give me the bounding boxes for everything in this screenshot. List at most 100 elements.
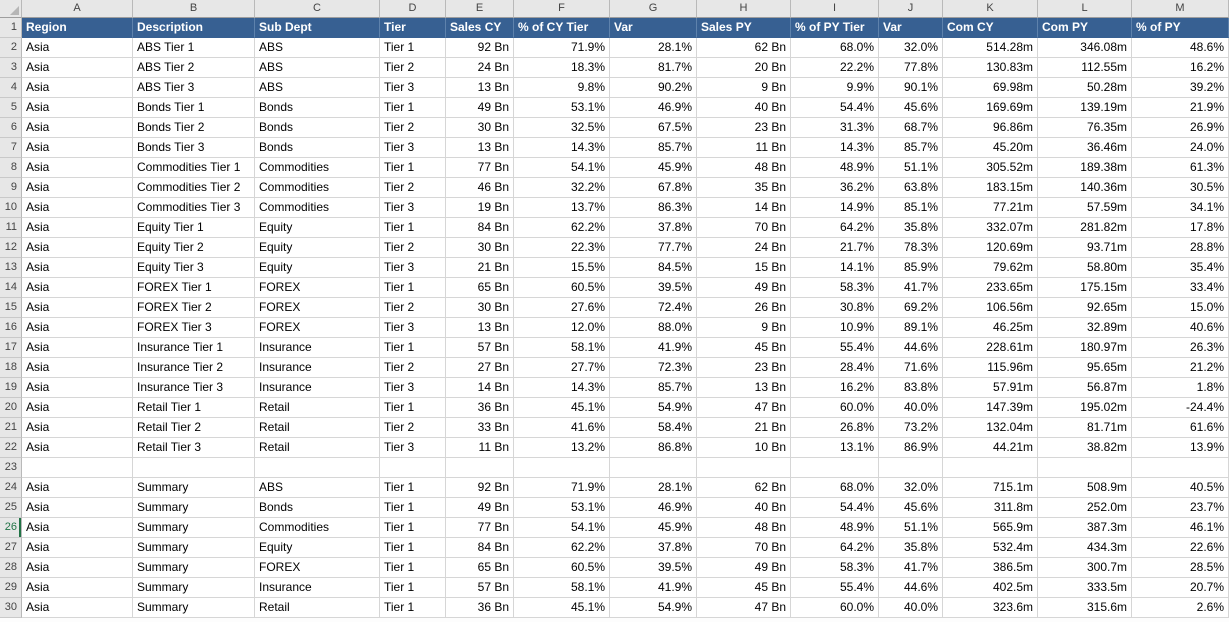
cell-d25[interactable]: Tier 1 (380, 498, 446, 518)
cell-k4[interactable]: 69.98m (943, 78, 1038, 98)
cell-l24[interactable]: 508.9m (1038, 478, 1132, 498)
row-header-2[interactable]: 2 (0, 38, 22, 58)
cell-j8[interactable]: 51.1% (879, 158, 943, 178)
row-header-14[interactable]: 14 (0, 278, 22, 298)
cell-g29[interactable]: 41.9% (610, 578, 697, 598)
cell-j29[interactable]: 44.6% (879, 578, 943, 598)
cell-m13[interactable]: 35.4% (1132, 258, 1229, 278)
column-title-i[interactable]: % of PY Tier (791, 18, 879, 38)
column-header-f[interactable]: F (514, 0, 610, 18)
cell-h13[interactable]: 15 Bn (697, 258, 791, 278)
cell-i2[interactable]: 68.0% (791, 38, 879, 58)
cell-e18[interactable]: 27 Bn (446, 358, 514, 378)
cell-i8[interactable]: 48.9% (791, 158, 879, 178)
cell-f12[interactable]: 22.3% (514, 238, 610, 258)
cell-d19[interactable]: Tier 3 (380, 378, 446, 398)
cell-i22[interactable]: 13.1% (791, 438, 879, 458)
cell-d14[interactable]: Tier 1 (380, 278, 446, 298)
column-header-j[interactable]: J (879, 0, 943, 18)
cell-b13[interactable]: Equity Tier 3 (133, 258, 255, 278)
cell-a6[interactable]: Asia (22, 118, 133, 138)
cell-d15[interactable]: Tier 2 (380, 298, 446, 318)
cell-b14[interactable]: FOREX Tier 1 (133, 278, 255, 298)
cell-d23[interactable] (380, 458, 446, 478)
cell-l5[interactable]: 139.19m (1038, 98, 1132, 118)
cell-m16[interactable]: 40.6% (1132, 318, 1229, 338)
cell-c5[interactable]: Bonds (255, 98, 380, 118)
cell-k27[interactable]: 532.4m (943, 538, 1038, 558)
cell-a8[interactable]: Asia (22, 158, 133, 178)
cell-f2[interactable]: 71.9% (514, 38, 610, 58)
cell-m8[interactable]: 61.3% (1132, 158, 1229, 178)
cell-i14[interactable]: 58.3% (791, 278, 879, 298)
cell-m29[interactable]: 20.7% (1132, 578, 1229, 598)
cell-k28[interactable]: 386.5m (943, 558, 1038, 578)
cell-a3[interactable]: Asia (22, 58, 133, 78)
cell-f21[interactable]: 41.6% (514, 418, 610, 438)
cell-g23[interactable] (610, 458, 697, 478)
cell-l4[interactable]: 50.28m (1038, 78, 1132, 98)
cell-k11[interactable]: 332.07m (943, 218, 1038, 238)
cell-c7[interactable]: Bonds (255, 138, 380, 158)
cell-i27[interactable]: 64.2% (791, 538, 879, 558)
cell-m12[interactable]: 28.8% (1132, 238, 1229, 258)
cell-g26[interactable]: 45.9% (610, 518, 697, 538)
cell-i18[interactable]: 28.4% (791, 358, 879, 378)
cell-i5[interactable]: 54.4% (791, 98, 879, 118)
cell-j10[interactable]: 85.1% (879, 198, 943, 218)
row-header-15[interactable]: 15 (0, 298, 22, 318)
cell-m2[interactable]: 48.6% (1132, 38, 1229, 58)
cell-c16[interactable]: FOREX (255, 318, 380, 338)
cell-h21[interactable]: 21 Bn (697, 418, 791, 438)
cell-f27[interactable]: 62.2% (514, 538, 610, 558)
cell-f18[interactable]: 27.7% (514, 358, 610, 378)
cell-g16[interactable]: 88.0% (610, 318, 697, 338)
cell-i10[interactable]: 14.9% (791, 198, 879, 218)
row-header-25[interactable]: 25 (0, 498, 22, 518)
cell-k23[interactable] (943, 458, 1038, 478)
cell-a21[interactable]: Asia (22, 418, 133, 438)
cell-d21[interactable]: Tier 2 (380, 418, 446, 438)
cell-d12[interactable]: Tier 2 (380, 238, 446, 258)
cell-k29[interactable]: 402.5m (943, 578, 1038, 598)
cell-g19[interactable]: 85.7% (610, 378, 697, 398)
cell-g13[interactable]: 84.5% (610, 258, 697, 278)
cell-j9[interactable]: 63.8% (879, 178, 943, 198)
cell-f9[interactable]: 32.2% (514, 178, 610, 198)
row-header-16[interactable]: 16 (0, 318, 22, 338)
cell-h14[interactable]: 49 Bn (697, 278, 791, 298)
cell-b2[interactable]: ABS Tier 1 (133, 38, 255, 58)
cell-m27[interactable]: 22.6% (1132, 538, 1229, 558)
cell-c9[interactable]: Commodities (255, 178, 380, 198)
row-header-27[interactable]: 27 (0, 538, 22, 558)
cell-f23[interactable] (514, 458, 610, 478)
cell-g3[interactable]: 81.7% (610, 58, 697, 78)
cell-d24[interactable]: Tier 1 (380, 478, 446, 498)
cell-e16[interactable]: 13 Bn (446, 318, 514, 338)
cell-l22[interactable]: 38.82m (1038, 438, 1132, 458)
cell-h8[interactable]: 48 Bn (697, 158, 791, 178)
cell-a4[interactable]: Asia (22, 78, 133, 98)
cell-g2[interactable]: 28.1% (610, 38, 697, 58)
cell-h19[interactable]: 13 Bn (697, 378, 791, 398)
cell-j16[interactable]: 89.1% (879, 318, 943, 338)
cell-a7[interactable]: Asia (22, 138, 133, 158)
cell-d5[interactable]: Tier 1 (380, 98, 446, 118)
cell-c8[interactable]: Commodities (255, 158, 380, 178)
cell-k9[interactable]: 183.15m (943, 178, 1038, 198)
cell-f28[interactable]: 60.5% (514, 558, 610, 578)
cell-e26[interactable]: 77 Bn (446, 518, 514, 538)
cell-f3[interactable]: 18.3% (514, 58, 610, 78)
row-header-4[interactable]: 4 (0, 78, 22, 98)
cell-d10[interactable]: Tier 3 (380, 198, 446, 218)
cell-h11[interactable]: 70 Bn (697, 218, 791, 238)
cell-e29[interactable]: 57 Bn (446, 578, 514, 598)
cell-b3[interactable]: ABS Tier 2 (133, 58, 255, 78)
cell-f20[interactable]: 45.1% (514, 398, 610, 418)
cell-b20[interactable]: Retail Tier 1 (133, 398, 255, 418)
cell-m21[interactable]: 61.6% (1132, 418, 1229, 438)
cell-g4[interactable]: 90.2% (610, 78, 697, 98)
cell-d26[interactable]: Tier 1 (380, 518, 446, 538)
cell-a19[interactable]: Asia (22, 378, 133, 398)
cell-l20[interactable]: 195.02m (1038, 398, 1132, 418)
